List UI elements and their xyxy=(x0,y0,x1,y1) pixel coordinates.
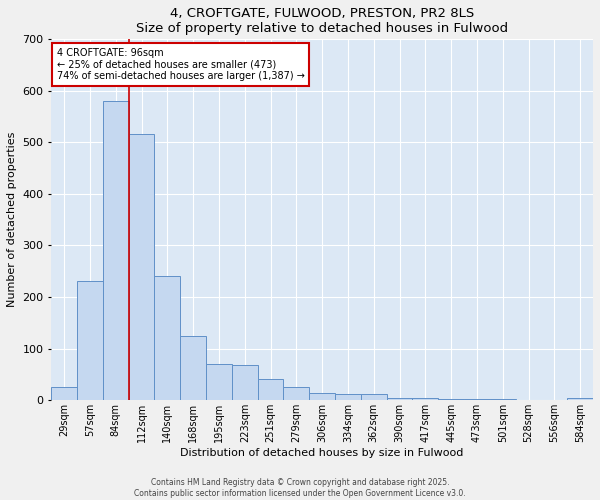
Bar xyxy=(438,399,464,400)
Bar xyxy=(257,378,283,400)
Bar xyxy=(464,399,490,400)
Bar xyxy=(128,134,154,400)
Text: Contains HM Land Registry data © Crown copyright and database right 2025.
Contai: Contains HM Land Registry data © Crown c… xyxy=(134,478,466,498)
Bar xyxy=(180,336,206,400)
Bar xyxy=(309,392,335,400)
Bar xyxy=(232,365,257,400)
Bar xyxy=(51,388,77,400)
Bar xyxy=(154,276,180,400)
Text: 4 CROFTGATE: 96sqm
← 25% of detached houses are smaller (473)
74% of semi-detach: 4 CROFTGATE: 96sqm ← 25% of detached hou… xyxy=(56,48,305,81)
X-axis label: Distribution of detached houses by size in Fulwood: Distribution of detached houses by size … xyxy=(181,448,464,458)
Bar xyxy=(567,398,593,400)
Bar xyxy=(103,101,128,400)
Bar xyxy=(412,398,438,400)
Bar xyxy=(335,394,361,400)
Bar xyxy=(77,280,103,400)
Title: 4, CROFTGATE, FULWOOD, PRESTON, PR2 8LS
Size of property relative to detached ho: 4, CROFTGATE, FULWOOD, PRESTON, PR2 8LS … xyxy=(136,7,508,35)
Y-axis label: Number of detached properties: Number of detached properties xyxy=(7,132,17,308)
Bar xyxy=(283,388,309,400)
Bar xyxy=(361,394,386,400)
Bar xyxy=(206,364,232,401)
Bar xyxy=(386,398,412,400)
